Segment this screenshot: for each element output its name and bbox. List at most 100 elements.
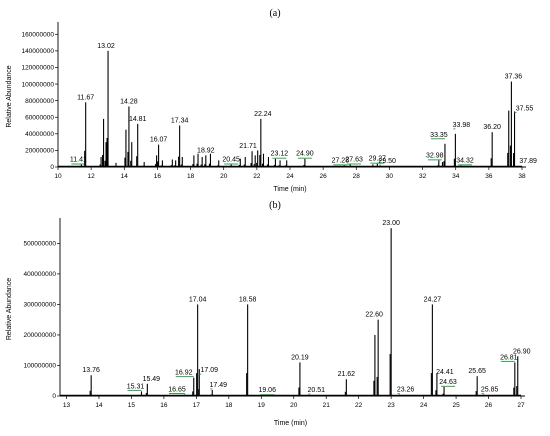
peak-label: 33.98: [453, 122, 471, 129]
panel-label: (b): [269, 200, 281, 211]
x-tick-label: 22: [355, 402, 363, 409]
peak-label: 32.98: [426, 152, 444, 159]
peak-label: 20.45: [222, 157, 240, 164]
peak-label: 22.24: [254, 111, 272, 118]
peak-label: 36.20: [483, 124, 501, 131]
peak-label: 24.90: [296, 151, 314, 158]
peak-label: 18.58: [239, 296, 257, 303]
peak-label: 25.85: [481, 386, 499, 393]
peak-label: 23.00: [382, 220, 400, 227]
peak-label: 20.19: [291, 354, 309, 361]
y-tick-label: 0: [50, 164, 54, 171]
x-tick-label: 25: [452, 402, 460, 409]
x-tick-label: 24: [420, 402, 428, 409]
y-tick-label: 400000000: [23, 271, 56, 278]
peak-label: 16.92: [175, 370, 193, 377]
peak-label: 16.07: [150, 137, 168, 144]
x-tick-label: 20: [290, 402, 298, 409]
y-tick-label: 300000000: [23, 302, 56, 309]
x-tick-label: 36: [485, 173, 493, 180]
peak-label: 29.50: [378, 158, 396, 165]
peak-label: 23.12: [271, 151, 289, 158]
peak-label: 14.28: [120, 98, 138, 105]
peak-label: 15.49: [143, 376, 161, 383]
x-tick-label: 26: [320, 173, 328, 180]
x-tick-label: 27: [517, 402, 525, 409]
x-axis-title: Time (min): [273, 186, 306, 193]
panel-label: (a): [269, 8, 280, 19]
peak-label: 17.34: [171, 118, 189, 125]
chromatogram-panel-a: (a) 0 20000000 40000000 60000000 80000000 1000…: [6, 8, 537, 193]
peak-label: 24.63: [439, 379, 457, 386]
peak-label: 17.09: [201, 367, 219, 374]
x-tick-label: 28: [353, 173, 361, 180]
peak-label: 13.02: [97, 43, 115, 50]
x-tick-label: 18: [187, 173, 195, 180]
y-tick-label: 40000000: [25, 131, 54, 138]
y-tick-label: 0: [52, 393, 56, 400]
x-tick-label: 24: [286, 173, 294, 180]
x-axis-title: Time (min): [274, 420, 307, 427]
peak-label: 37.36: [505, 74, 523, 81]
peak-label: 27.28: [332, 157, 350, 164]
x-tick-label: 21: [323, 402, 331, 409]
y-axis-title: Relative Abundance: [6, 278, 13, 340]
x-tick-label: 20: [220, 173, 228, 180]
peak-label: 13.76: [82, 367, 100, 374]
y-tick-label: 160000000: [21, 31, 54, 38]
y-tick-label: 500000000: [23, 241, 56, 248]
x-tick-label: 32: [419, 173, 427, 180]
y-tick-label: 100000000: [23, 363, 56, 370]
peak-label: 24.41: [436, 369, 454, 376]
peak-label: 21.71: [239, 143, 257, 150]
y-tick-label: 140000000: [21, 48, 54, 55]
peak-label: 14.81: [129, 116, 147, 123]
peak-label: 29.27: [369, 156, 387, 163]
x-tick-label: 17: [193, 402, 201, 409]
x-tick-label: 14: [121, 173, 129, 180]
peak-label: 37.55: [516, 105, 534, 112]
chromatogram-panel-b: (b) 0 100000000 200000000 300000000 400000000…: [6, 200, 531, 427]
x-tick-label: 15: [128, 402, 136, 409]
peak-label: 15.31: [127, 383, 145, 390]
x-tick-label: 13: [63, 402, 71, 409]
peak-label: 11.41: [70, 157, 87, 164]
x-tick-label: 16: [160, 402, 168, 409]
peak-label: 37.89: [519, 158, 537, 165]
peak-label: 18.92: [197, 147, 215, 154]
y-tick-label: 200000000: [23, 332, 56, 339]
peak-label: 11.67: [77, 94, 94, 101]
y-tick-label: 100000000: [21, 81, 54, 88]
x-tick-label: 18: [225, 402, 233, 409]
y-tick-label: 80000000: [25, 98, 54, 105]
x-tick-label: 23: [388, 402, 396, 409]
peak-label: 23.26: [397, 386, 415, 393]
peak-label: 24.27: [424, 296, 442, 303]
x-tick-label: 38: [518, 173, 526, 180]
y-tick-label: 120000000: [21, 65, 54, 72]
peak-label: 33.35: [430, 132, 448, 139]
y-tick-label: 20000000: [25, 148, 54, 155]
peak-label: 17.49: [209, 382, 227, 389]
x-tick-label: 34: [452, 173, 460, 180]
peak-label: 19.06: [258, 387, 276, 394]
x-tick-label: 12: [88, 173, 96, 180]
peak-label: 26.90: [513, 348, 531, 355]
x-tick-label: 30: [386, 173, 394, 180]
y-tick-label: 60000000: [25, 114, 54, 121]
x-tick-label: 14: [95, 402, 103, 409]
peak-label: 34.32: [456, 157, 474, 164]
peak-label: 26.81: [500, 354, 518, 361]
x-tick-label: 16: [154, 173, 162, 180]
y-axis-title: Relative Abundance: [6, 65, 13, 127]
peak-label: 25.65: [468, 368, 486, 375]
peak-label: 22.60: [365, 312, 383, 319]
x-tick-label: 10: [54, 173, 62, 180]
peak-label: 20.51: [308, 387, 326, 394]
peak-label: 21.62: [338, 371, 356, 378]
peak-label: 17.04: [189, 296, 207, 303]
peak-label: 16.65: [168, 386, 186, 393]
x-tick-label: 19: [258, 402, 266, 409]
x-tick-label: 22: [253, 173, 261, 180]
